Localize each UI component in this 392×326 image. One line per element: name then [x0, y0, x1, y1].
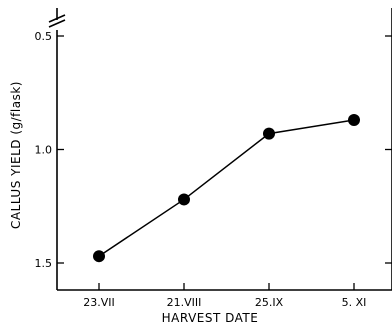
data-point: [93, 250, 105, 263]
y-tick-label: 1.0: [35, 144, 53, 157]
axis-break-mark-lower: [48, 19, 66, 28]
y-axis-label: CALLUS YIELD (g/flask): [9, 81, 23, 229]
data-point: [178, 193, 190, 206]
data-point: [263, 127, 275, 140]
x-tick-label: 5. XI: [342, 296, 367, 309]
x-tick-label: 25.IX: [255, 296, 284, 309]
plot-frame: [48, 8, 392, 291]
series-line: [98, 119, 355, 257]
x-axis-label: HARVEST DATE: [162, 311, 259, 325]
axis-break-mark-upper: [48, 14, 66, 23]
x-tick-label: 21.VIII: [167, 296, 202, 309]
y-tick-label: 0.5: [35, 30, 53, 43]
data-point: [348, 113, 360, 126]
y-ticks: 0.5 1.0 1.5: [35, 30, 392, 270]
y-tick-label: 1.5: [35, 257, 53, 270]
x-ticks: 23.VII 21.VIII 25.IX 5. XI: [83, 283, 366, 309]
series-layer: [93, 113, 360, 263]
x-tick-label: 23.VII: [83, 296, 115, 309]
